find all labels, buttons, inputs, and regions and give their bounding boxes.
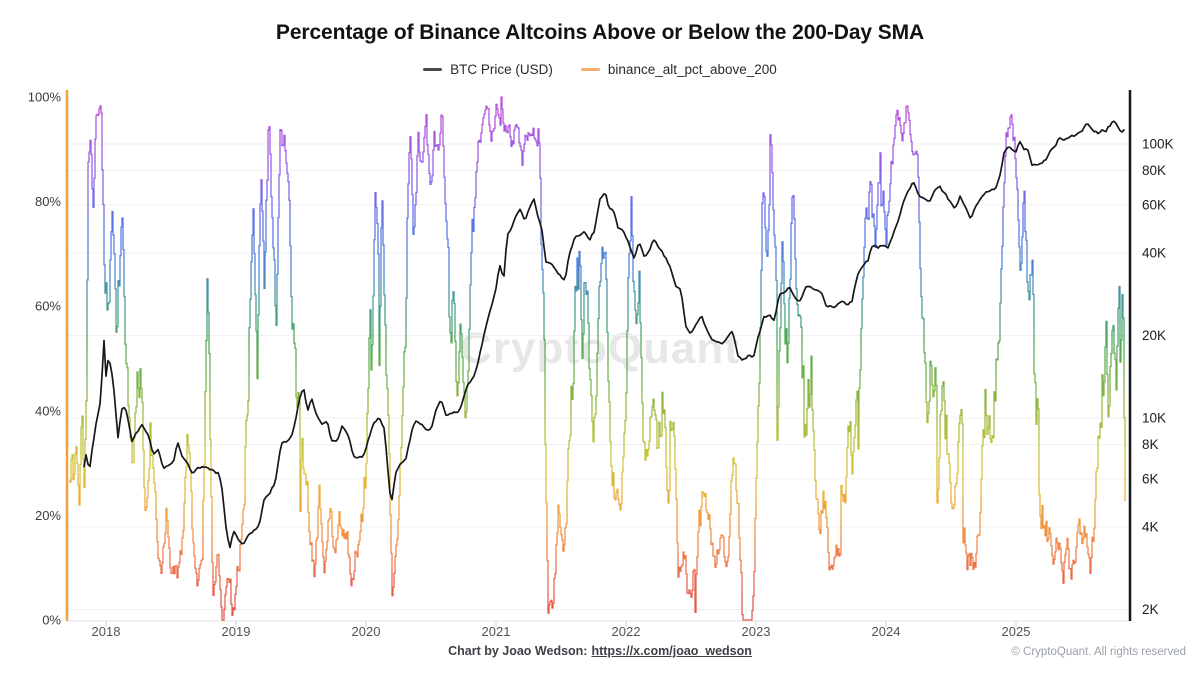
x-axis-label: 2025	[1002, 624, 1031, 639]
btc-line-swatch-icon	[423, 68, 443, 71]
left-axis-label: 80%	[35, 194, 61, 209]
chart-legend: BTC Price (USD) binance_alt_pct_above_20…	[0, 62, 1200, 77]
right-axis-label: 2K	[1142, 602, 1159, 617]
copyright-notice: © CryptoQuant. All rights reserved	[1011, 646, 1186, 658]
footer-credit: Chart by Joao Wedson: https://x.com/joao_…	[0, 644, 1200, 658]
x-axis-label: 2022	[612, 624, 641, 639]
right-axis-label: 40K	[1142, 246, 1166, 261]
alt-pct-line-swatch-icon	[580, 68, 600, 71]
legend-label-btc-price: BTC Price (USD)	[450, 62, 553, 77]
x-axis-label: 2019	[222, 624, 251, 639]
left-axis-label: 0%	[42, 613, 61, 628]
right-axis-label: 10K	[1142, 411, 1166, 426]
chart-title: Percentage of Binance Altcoins Above or …	[275, 21, 925, 44]
x-axis-label: 2020	[352, 624, 381, 639]
right-axis-label: 100K	[1142, 137, 1174, 152]
right-axis-label: 80K	[1142, 163, 1166, 178]
x-axis-label: 2023	[742, 624, 771, 639]
x-axis-label: 2024	[872, 624, 901, 639]
btc-price-line[interactable]	[83, 120, 1125, 549]
right-axis-label: 8K	[1142, 437, 1159, 452]
footer-credit-label: Chart by Joao Wedson:	[448, 644, 588, 658]
alt-pct-line[interactable]	[69, 96, 1126, 621]
right-axis-label: 20K	[1142, 328, 1166, 343]
x-axis-label: 2018	[92, 624, 121, 639]
legend-item-alt-pct[interactable]: binance_alt_pct_above_200	[580, 62, 777, 77]
left-axis-label: 20%	[35, 508, 61, 523]
left-axis-label: 100%	[28, 90, 62, 105]
left-axis-label: 60%	[35, 299, 61, 314]
left-axis-label: 40%	[35, 403, 61, 418]
legend-label-alt-pct: binance_alt_pct_above_200	[607, 62, 777, 77]
x-axis-label: 2021	[482, 624, 511, 639]
right-axis-label: 4K	[1142, 520, 1159, 535]
right-axis-label: 6K	[1142, 471, 1159, 486]
right-axis-label: 60K	[1142, 197, 1166, 212]
legend-item-btc-price[interactable]: BTC Price (USD)	[423, 62, 553, 77]
footer-credit-link[interactable]: https://x.com/joao_wedson	[591, 644, 752, 658]
